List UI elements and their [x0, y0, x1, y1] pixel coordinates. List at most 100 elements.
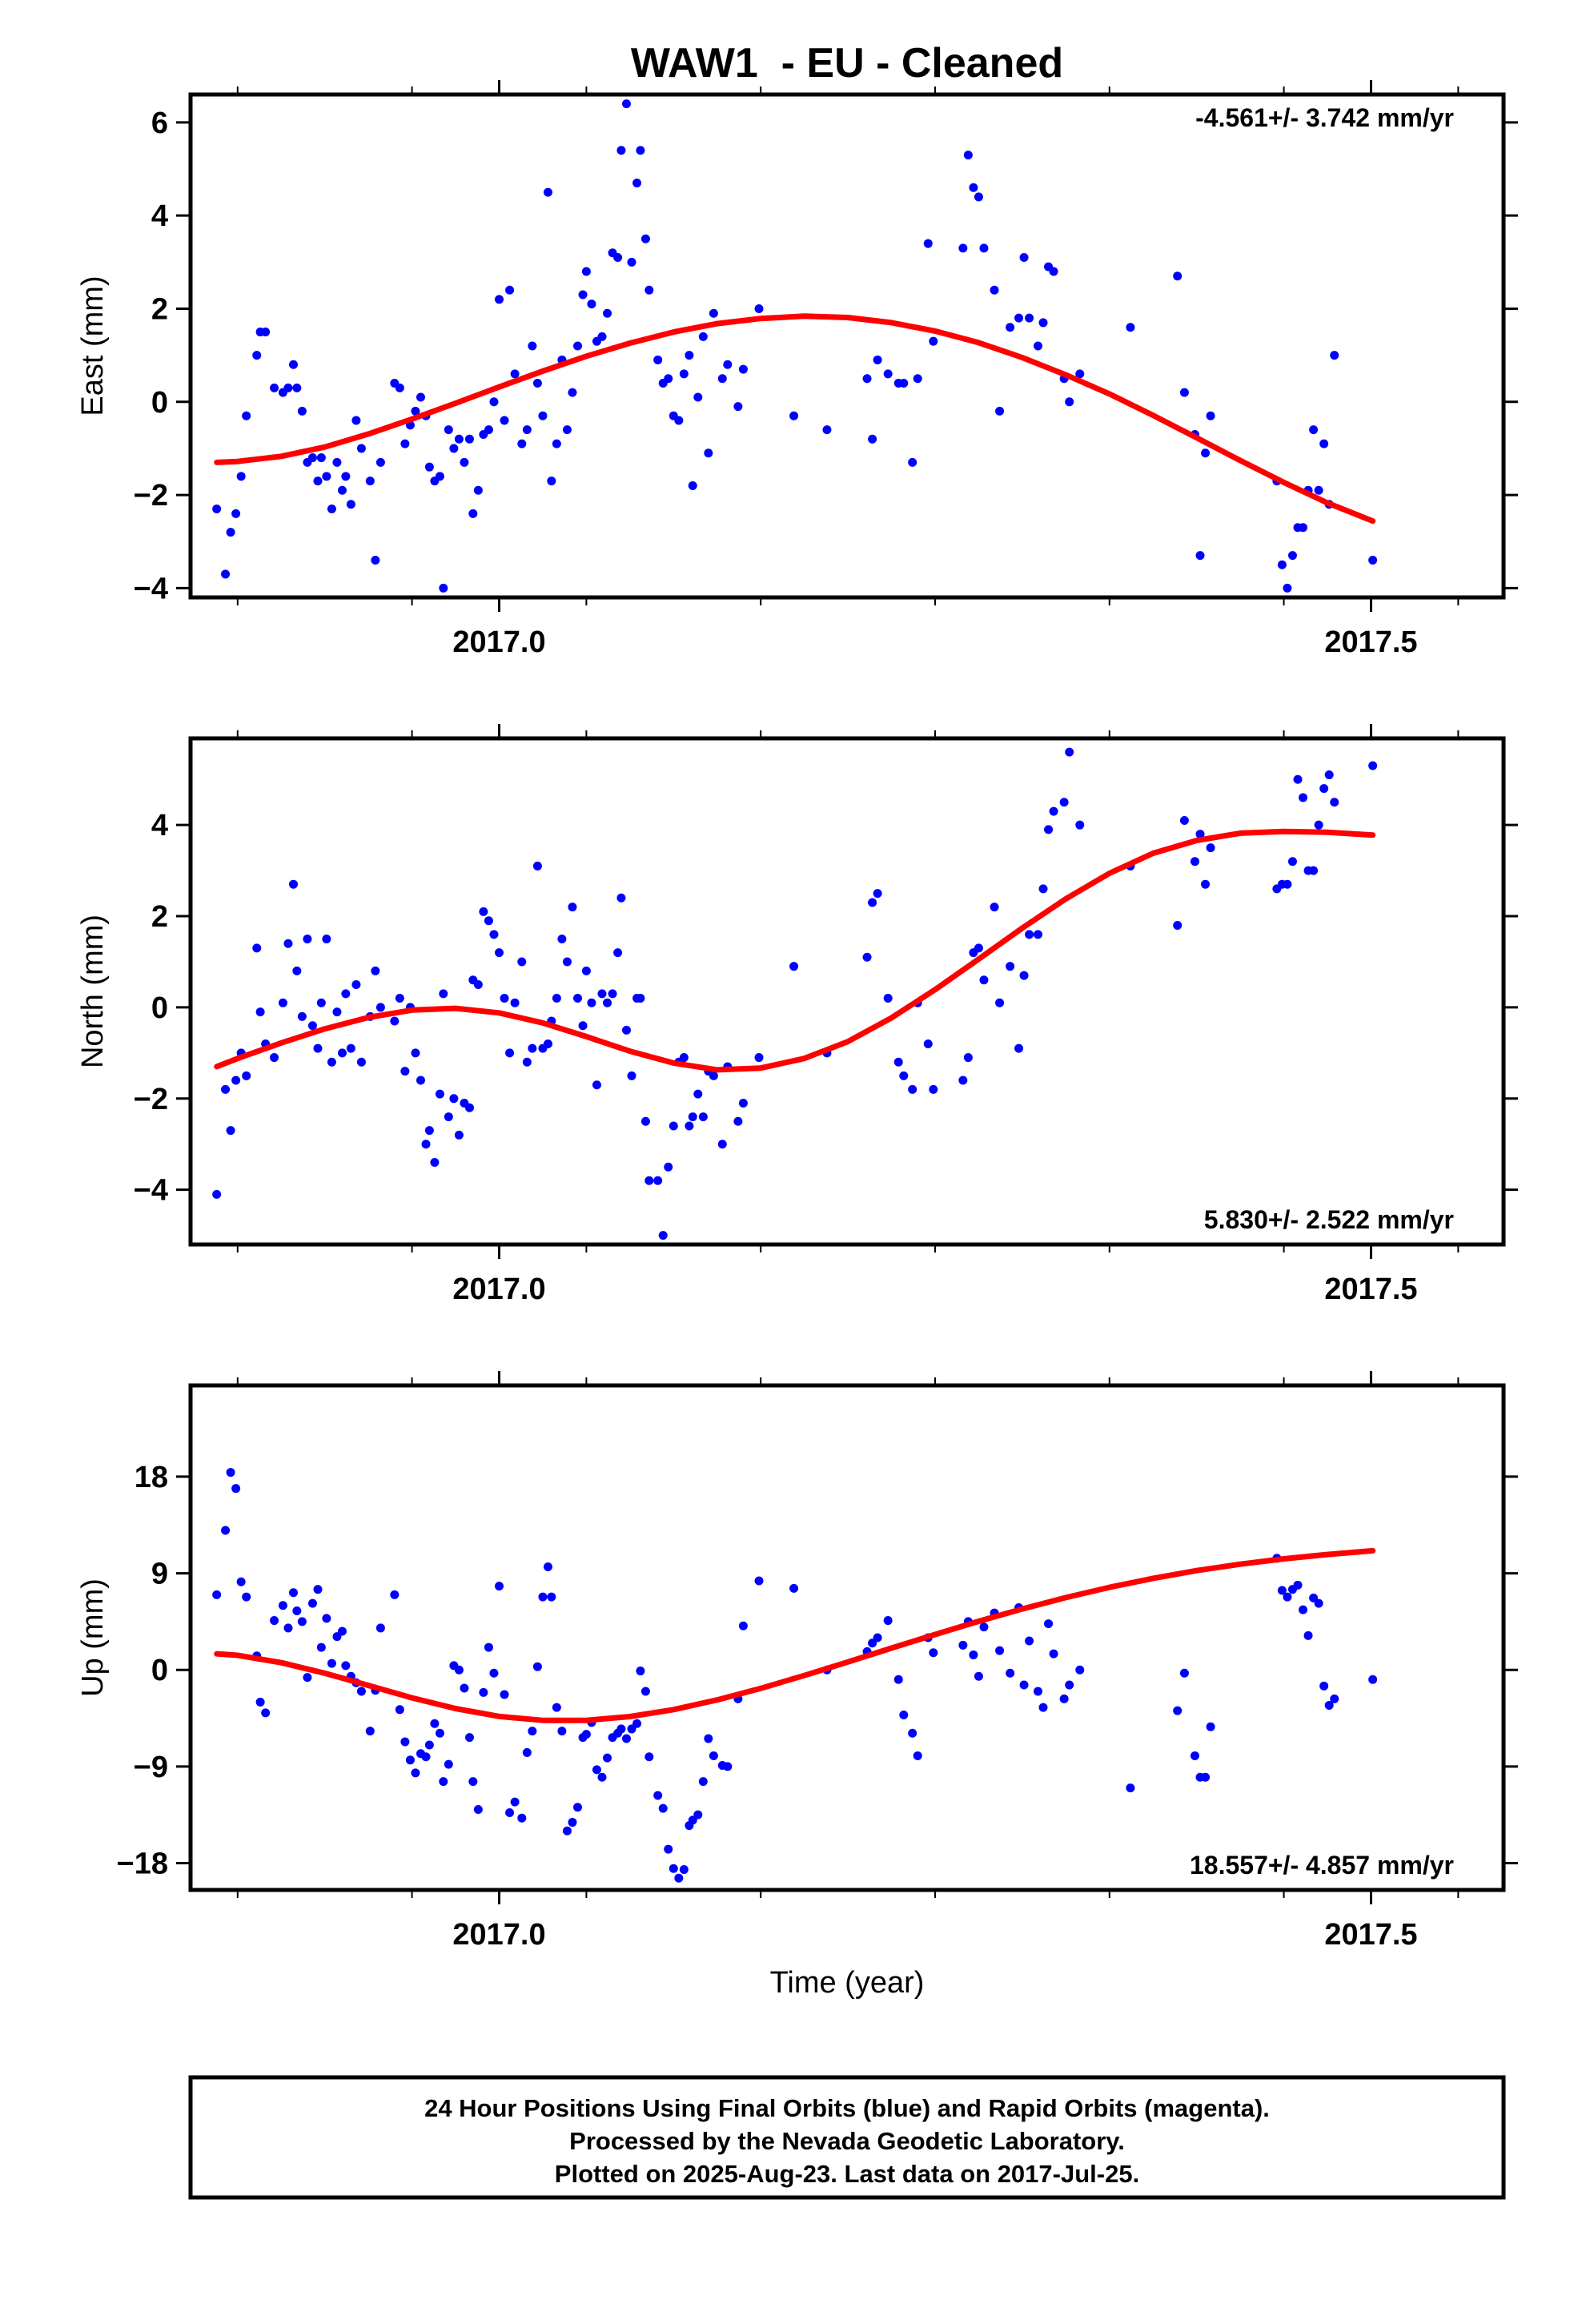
up-data-point: [679, 1865, 689, 1875]
north-y-tick-label: −4: [134, 1174, 168, 1208]
up-data-point: [231, 1484, 241, 1494]
up-rate-label: 18.557+/- 4.857 mm/yr: [1190, 1851, 1454, 1880]
up-data-point: [1049, 1649, 1058, 1659]
east-data-point: [1179, 388, 1189, 397]
up-data-point: [522, 1747, 532, 1757]
east-y-tick-label: −2: [134, 479, 168, 513]
up-data-point: [261, 1708, 271, 1718]
east-data-point: [573, 341, 583, 351]
up-data-point: [278, 1601, 287, 1610]
east-data-point: [562, 425, 572, 435]
north-data-point: [449, 1094, 459, 1104]
north-data-point: [1059, 798, 1069, 807]
east-data-point: [552, 439, 561, 448]
east-data-point: [1126, 323, 1135, 332]
east-data-point: [640, 234, 650, 243]
east-data-point: [351, 416, 361, 425]
up-data-point: [532, 1662, 542, 1671]
up-data-point: [500, 1690, 509, 1699]
north-x-tick-label: 2017.5: [1324, 1273, 1417, 1306]
east-data-point: [416, 392, 425, 402]
north-data-point: [754, 1053, 764, 1063]
up-y-tick-label: 0: [151, 1654, 168, 1687]
north-data-point: [395, 994, 404, 1003]
up-data-point: [421, 1752, 431, 1762]
east-data-point: [365, 476, 375, 486]
north-data-point: [685, 1121, 694, 1131]
north-data-point: [494, 948, 504, 958]
north-data-point: [1330, 798, 1339, 807]
north-data-point: [592, 1080, 601, 1090]
east-data-point: [958, 243, 968, 253]
north-data-point: [510, 998, 520, 1007]
up-data-point: [709, 1751, 718, 1760]
north-data-point: [688, 1112, 697, 1122]
up-data-point: [908, 1728, 917, 1738]
up-data-point: [395, 1705, 404, 1715]
up-data-point: [494, 1582, 504, 1591]
north-rate-label: 5.830+/- 2.522 mm/yr: [1204, 1205, 1454, 1234]
east-data-point: [371, 555, 380, 565]
up-data-point: [307, 1598, 317, 1608]
east-data-point: [341, 472, 351, 481]
north-frame: [188, 736, 1506, 1247]
up-data-point: [292, 1606, 302, 1615]
east-data-point: [621, 99, 631, 109]
east-data-point: [963, 151, 973, 160]
east-data-point: [283, 383, 293, 392]
up-data-point: [1044, 1619, 1054, 1629]
east-data-point: [698, 332, 708, 341]
east-data-point: [1033, 341, 1042, 351]
north-data-point: [578, 1021, 588, 1031]
up-data-point: [592, 1765, 601, 1775]
north-data-point: [341, 989, 351, 999]
up-data-point: [704, 1734, 713, 1743]
up-data-point: [644, 1752, 654, 1762]
up-data-point: [460, 1683, 469, 1693]
up-data-point: [242, 1592, 251, 1602]
north-data-point: [307, 1021, 317, 1031]
up-y-tick-label: −18: [117, 1847, 168, 1880]
east-data-point: [252, 351, 262, 360]
north-data-point: [552, 994, 561, 1003]
north-data-point: [322, 935, 331, 944]
up-y-tick-label: −9: [134, 1751, 168, 1784]
up-data-point: [873, 1633, 882, 1642]
up-data-point: [341, 1661, 351, 1671]
north-data-point: [899, 1071, 909, 1080]
east-data-point: [411, 406, 420, 416]
east-data-point: [693, 392, 703, 402]
north-data-point: [444, 1112, 453, 1122]
north-data-point: [693, 1089, 703, 1099]
north-data-point: [644, 1176, 654, 1185]
east-data-point: [435, 472, 444, 481]
up-data-point: [1065, 1680, 1074, 1690]
east-data-point: [1330, 351, 1339, 360]
north-data-point: [212, 1189, 222, 1199]
north-data-point: [1191, 857, 1200, 866]
north-data-point: [1179, 815, 1189, 825]
east-data-point: [313, 476, 323, 486]
east-data-point: [923, 239, 933, 248]
up-data-point: [893, 1675, 903, 1684]
east-data-point: [292, 383, 302, 392]
x-axis-label: Time (year): [770, 1966, 925, 2000]
up-data-point: [288, 1588, 298, 1598]
north-data-point: [473, 979, 483, 989]
east-data-point: [510, 369, 520, 379]
east-data-point: [316, 453, 326, 463]
up-data-point: [439, 1777, 448, 1787]
north-data-point: [627, 1071, 636, 1080]
east-data-point: [929, 336, 938, 346]
north-data-point: [505, 1048, 515, 1058]
north-data-point: [733, 1116, 743, 1126]
east-data-point: [543, 187, 552, 197]
east-data-point: [532, 379, 542, 388]
east-panel: 2017.0 2017.5 −4 −2 0 2 4 6 East (mm) -4.561+/- 3…: [76, 80, 1518, 659]
up-data-point: [669, 1864, 678, 1873]
up-data-point: [1303, 1630, 1313, 1640]
up-data-point: [1330, 1694, 1339, 1703]
east-data-point: [424, 462, 434, 472]
east-data-point: [1299, 523, 1308, 533]
north-y-tick-label: −2: [134, 1083, 168, 1116]
